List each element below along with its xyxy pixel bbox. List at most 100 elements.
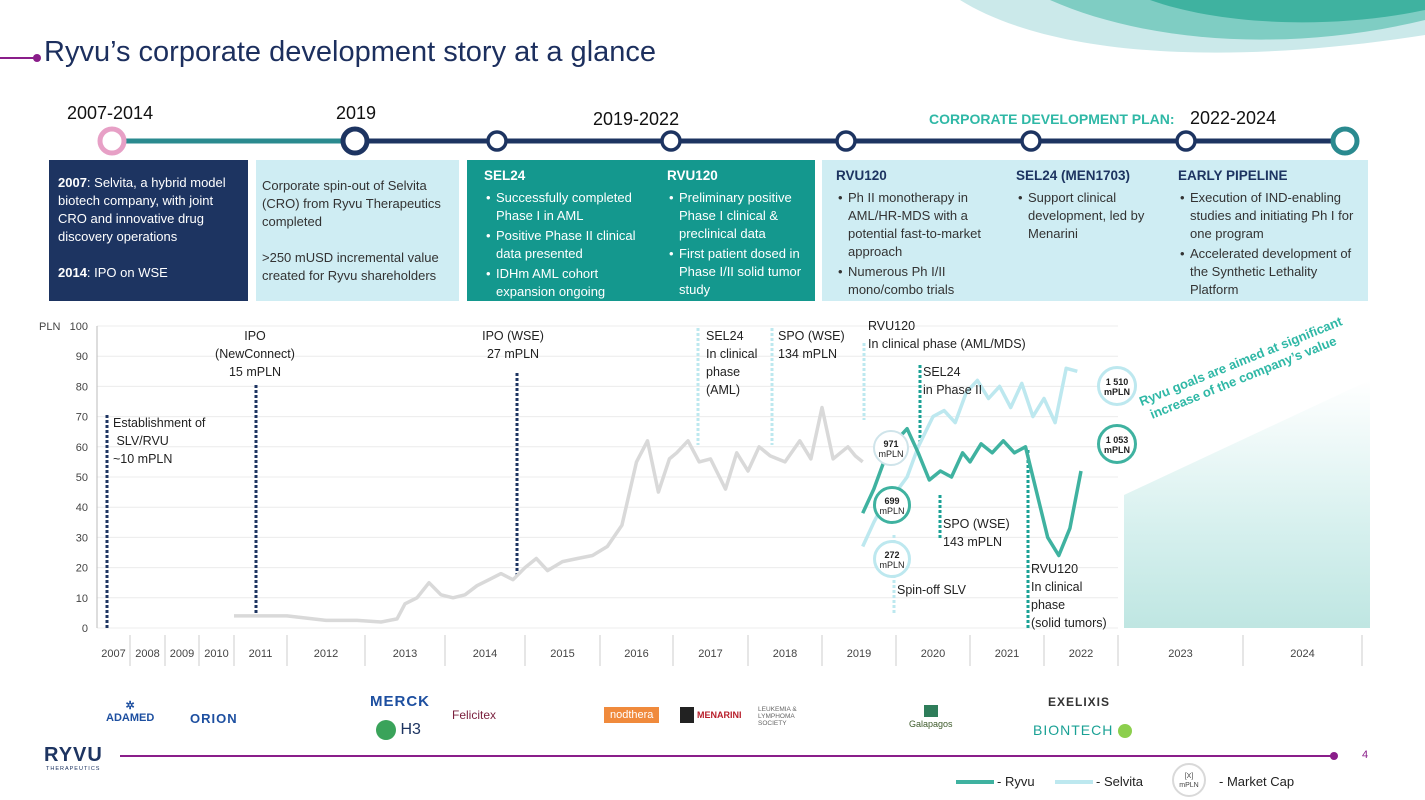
box-2019: Corporate spin-out of Selvita (CRO) from… [256,160,459,301]
x-tick-label: 2018 [773,648,797,660]
legend-market-cap-label: - Market Cap [1219,774,1295,789]
year-label-2019-2022: 2019-2022 [593,109,680,129]
y-tick-label: 60 [76,442,88,454]
box1-year-b: 2014 [58,265,87,280]
page-number: 4 [1362,749,1369,761]
x-tick-label: 2014 [473,648,497,660]
x-tick-label: 2015 [550,648,574,660]
logo-biontech: BIONTECH [1033,722,1133,739]
logo-orion: ORION [190,711,238,726]
box4-rvu120: RVU120 Preliminary positive Phase I clin… [667,167,807,301]
bubble-unit: mPLN [878,449,904,459]
header-swoosh-decoration [960,0,1425,53]
box1-text-b: : IPO on WSE [86,265,168,280]
legend-ryvu-label: - Ryvu [997,774,1035,789]
x-tick-label: 2022 [1069,648,1093,660]
x-tick-label: 2021 [995,648,1019,660]
legend-market-cap-icon: [X] mPLN [1172,763,1206,797]
x-tick-label: 2023 [1168,648,1192,660]
annotation-ipo-wse: IPO (WSE) 27 mPLN [482,329,544,361]
x-tick-label: 2019 [847,648,871,660]
annotation-establishment: Establishment of SLV/RVU ~10 mPLN [113,416,206,466]
box4-head: RVU120 [667,168,718,183]
legend-selvita-label: - Selvita [1096,774,1143,789]
box5-rvu120: RVU120 Ph II monotherapy in AML/HR-MDS w… [836,167,1006,301]
box3-sel24: SEL24 Successfully completed Phase I in … [484,167,649,303]
annotation-sel24-clinical: SEL24 In clinical phase (AML) [706,329,758,397]
brand-logo: RYVU [44,744,103,766]
box4-item: First patient dosed in Phase I/II solid … [669,245,807,299]
logo-biontech-text: BIONTECH [1033,722,1114,738]
y-tick-label: 70 [76,412,88,424]
box6-sel24: SEL24 (MEN1703) Support clinical develop… [1016,167,1156,245]
annotation-sel24-phase2: SEL24 in Phase II [923,365,983,397]
x-tick-label: 2012 [314,648,338,660]
bubble-value: 1 510 [1105,377,1129,387]
year-label-2022-2024: 2022-2024 [1190,108,1277,128]
footer-line [120,752,1338,760]
goal-wedge [1124,380,1370,628]
bubble-unit: mPLN [879,560,905,570]
annotation-spinoff: Spin-off SLV [897,583,967,597]
box2-text-b: >250 mUSD incremental value created for … [262,250,439,283]
box7-item: Accelerated development of the Synthetic… [1180,245,1356,299]
box7-item: Execution of IND-enabling studies and in… [1180,189,1356,243]
logo-nodthera: nodthera [604,707,660,723]
legend-selvita-swatch [1055,780,1093,784]
x-tick-label: 2013 [393,648,417,660]
brand-subtitle: THERAPEUTICS [46,766,101,772]
market-cap-bubble: 1 053 mPLN [1097,424,1137,464]
box6-head: SEL24 (MEN1703) [1016,168,1131,183]
logo-h3: H3 [376,720,421,740]
logo-felicitex: Felicitex [452,708,497,722]
title-marker [0,54,41,62]
y-tick-label: 30 [76,532,88,544]
y-tick-label: 50 [76,472,88,484]
logo-menarini: MENARINI [680,707,742,723]
market-cap-bubble: 1 510 mPLN [1097,366,1137,406]
box4-item: Preliminary positive Phase I clinical & … [669,189,807,243]
bubble-value: 272 [884,550,900,560]
x-tick-label: 2024 [1290,648,1314,660]
annotation-ipo-newconnect: IPO (NewConnect) 15 mPLN [215,329,295,379]
y-tick-label: 10 [76,593,88,605]
x-tick-label: 2008 [135,648,159,660]
market-cap-bubble: 272 mPLN [873,540,911,578]
annotation-spo-2020: SPO (WSE) 143 mPLN [943,517,1010,549]
box5-item: Ph II monotherapy in AML/HR-MDS with a p… [838,189,1006,261]
pre-spinoff-line [234,405,864,624]
logo-galapagos-text: Galapagos [909,719,953,729]
legend-icon-top: [X] [1184,773,1194,780]
bubble-unit: mPLN [1103,445,1130,455]
box5-item: Numerous Ph I/II mono/combo trials [838,263,1006,299]
legend-ryvu-swatch [956,780,994,784]
box7-head: EARLY PIPELINE [1178,168,1288,183]
logo-lls: LEUKEMIA & LYMPHOMA SOCIETY [758,706,797,727]
y-tick-label: 100 [70,321,88,333]
box6-item: Support clinical development, led by Men… [1018,189,1156,243]
y-tick-label: 20 [76,563,88,575]
annotation-rvu120-solid: RVU120 In clinical phase (solid tumors) [1031,562,1107,630]
timeline-bar [97,126,1360,156]
box1-text-a: : Selvita, a hybrid model biotech compan… [58,175,226,244]
y-tick-label: 0 [82,623,88,635]
x-tick-label: 2016 [624,648,648,660]
box-2007-2014: 2007: Selvita, a hybrid model biotech co… [49,160,248,301]
logo-merck: MERCK [370,693,430,710]
logo-adamed: ✲ ADAMED [106,700,155,724]
page-title: Ryvu’s corporate development story at a … [44,36,657,68]
box3-head: SEL24 [484,168,526,183]
bubble-value: 971 [883,439,899,449]
annotation-spo-2017: SPO (WSE) 134 mPLN [778,329,845,361]
logo-galapagos: Galapagos [909,705,953,729]
box3-item: IDHm AML cohort expansion ongoing [486,265,649,301]
logo-exelixis: EXELIXIS [1048,695,1111,709]
y-tick-label: 90 [76,351,88,363]
x-tick-label: 2007 [101,648,125,660]
market-cap-bubble: 971 mPLN [873,430,909,466]
market-cap-bubble: 699 mPLN [873,486,911,524]
y-tick-label: 40 [76,502,88,514]
box3-item: Successfully completed Phase I in AML [486,189,649,225]
logo-h3-text: H3 [400,721,421,739]
x-tick-label: 2010 [204,648,228,660]
